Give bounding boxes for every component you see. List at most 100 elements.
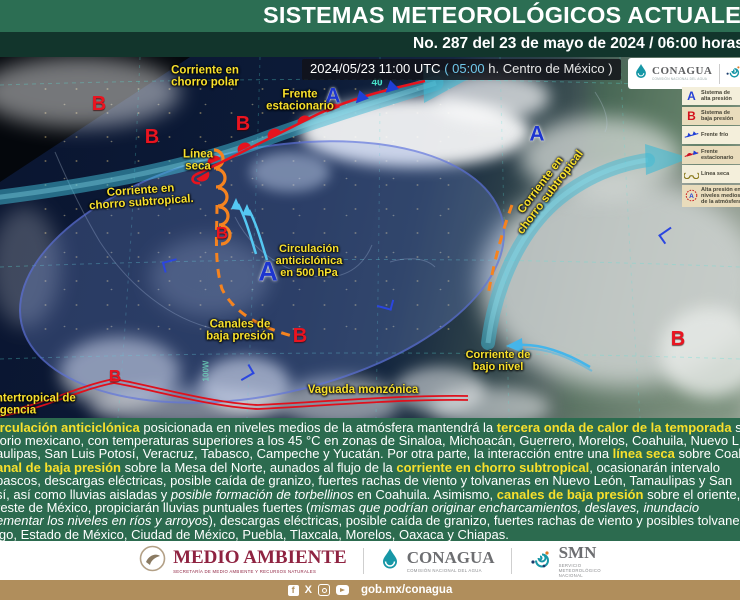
conagua-subtitle: COMISIÓN NACIONAL DEL AGUA <box>406 567 482 573</box>
itcz-label: Zona intertropical de convergencia <box>0 392 76 417</box>
cloud <box>150 237 270 317</box>
forecast-line: irculación anticiclónica posicionada en … <box>0 419 740 435</box>
low-pressure-mark: B <box>108 366 122 386</box>
instagram-icon <box>317 584 330 596</box>
cloud <box>250 152 330 192</box>
eagle-emblem-icon <box>139 545 166 577</box>
forecast-segment: sí, así como lluvias aisladas y <box>0 486 171 502</box>
forecast-segment: aulipas, San Luis Potosí, Veracruz, Taba… <box>0 446 613 462</box>
facebook-icon: f <box>287 584 299 596</box>
timestamp-segment: h. Centro de México ) <box>484 61 613 76</box>
legend-row: Línea seca <box>682 165 740 183</box>
forecast-segment: anal de baja presión <box>0 459 121 475</box>
forecast-segment: mismas que podrían originar encharcamien… <box>310 499 700 515</box>
cloud <box>90 387 290 418</box>
cloud <box>200 357 290 412</box>
smn-logo: SMN SERVICIO METEOROLÓGICO NACIONAL <box>528 544 601 578</box>
legend-label: Sistema de alta presión <box>701 90 732 102</box>
forecast-segment: pascos, descargas eléctricas, posible ca… <box>0 473 733 489</box>
conagua-title: CONAGUA <box>406 547 495 567</box>
polar-jet-label: Corriente en chorro polar <box>171 64 239 89</box>
medio-ambiente-title: MEDIO AMBIENTE <box>173 546 347 568</box>
forecast-segment: ), descargas eléctricas, posible caída d… <box>208 513 740 529</box>
legend-row: Frente estacionario <box>682 145 740 164</box>
synoptic-symbols <box>0 65 690 418</box>
cloud <box>660 307 740 397</box>
legend-label: Alta presión en niveles medios de la atm… <box>701 186 740 205</box>
map-legend: A Sistema de alta presión B Sistema de baja… <box>682 87 740 207</box>
forecast-segment: , ocasionarán intervalo <box>589 459 721 475</box>
low-pressure-mark: B <box>670 328 686 350</box>
low-pressure-mark: B <box>235 113 251 135</box>
low-pressure-letter: B <box>687 108 696 123</box>
forecast-text: irculación anticiclónica posicionada en … <box>0 418 740 541</box>
cloud <box>430 387 550 418</box>
low-level-current-label: Corriente de bajo nivel <box>465 349 531 373</box>
forecast-line: aulipas, San Luis Potosí, Veracruz, Taba… <box>0 447 740 460</box>
forecast-segment: posible formación de torbellinos <box>170 486 354 502</box>
graticule-layer <box>0 57 740 418</box>
jet-arrowhead <box>645 144 690 175</box>
medio-ambiente-logo: MEDIO AMBIENTE SECRETARÍA DE MEDIO AMBIE… <box>139 545 347 577</box>
title-bar: SISTEMAS METEOROLÓGICOS ACTUALES <box>0 0 740 32</box>
forecast-segment: sobre el oriente, ce <box>647 486 740 502</box>
watermark-subtitle: COMISIÓN NACIONAL DEL AGUA <box>652 77 708 81</box>
anticyclone-label: Circulación anticiclónica en 500 hPa <box>275 243 343 279</box>
forecast-segment: posicionada en niveles medios de la atmó… <box>139 419 497 435</box>
medio-ambiente-subtitle: SECRETARÍA DE MEDIO AMBIENTE Y RECURSOS … <box>173 568 317 574</box>
legend-label: Sistema de baja presión <box>701 109 734 122</box>
smn-title: SMN <box>558 542 597 562</box>
watermark-divider <box>719 63 721 84</box>
graticule-label: 40 <box>371 77 383 89</box>
legend-label: Línea seca <box>701 171 730 177</box>
conagua-watermark: CONAGUA COMISIÓN NACIONAL DEL AGUA <box>628 58 740 89</box>
subtropical-jet-band <box>481 144 690 350</box>
x-icon: X <box>304 584 312 596</box>
conagua-drop-icon <box>634 63 648 84</box>
high-pressure-mark: A <box>325 84 341 108</box>
forecast-segment: ementar los niveles en ríos y arroyos <box>0 513 209 529</box>
high-pressure-mark: A <box>258 256 278 287</box>
forecast-line: sí, así como lluvias aisladas y posible … <box>0 486 740 502</box>
institutional-footer: MEDIO AMBIENTE SECRETARÍA DE MEDIO AMBIE… <box>0 541 740 580</box>
forecast-segment: reste de México, propiciarán lluvias pun… <box>0 499 311 515</box>
forecast-segment: sobre Coahu <box>678 446 740 462</box>
low-pressure-channels-label: Canales de baja presión <box>206 318 274 343</box>
low-level-current-arrow <box>506 338 593 372</box>
forecast-segment: s <box>735 419 740 435</box>
legend-row: A Alta presión en niveles medios de la at… <box>682 184 740 207</box>
high-pressure-letter: A <box>687 89 696 103</box>
forecast-segment: en Coahuila. Asimismo, <box>353 486 497 502</box>
gov-url: gob.mx/conagua <box>360 584 453 596</box>
high-pressure-mark: A <box>529 122 545 146</box>
timestamp-segment: ( 05:00 <box>444 61 485 76</box>
forecast-line: pascos, descargas eléctricas, posible ca… <box>0 474 740 487</box>
low-pressure-mark: B <box>215 223 229 243</box>
cloud <box>0 57 180 127</box>
conagua-logo: CONAGUA COMISIÓN NACIONAL DEL AGUA <box>380 547 495 575</box>
monsoon-trough-label: Vaguada monzónica <box>307 383 419 396</box>
smn-spiral-icon <box>724 62 740 85</box>
issue-number: No. 287 del 23 de mayo de 2024 / 06:00 h… <box>413 35 740 52</box>
dry-line-icon <box>684 170 699 179</box>
cold-front-icon <box>684 130 699 140</box>
forecast-line: torio mexicano, con temperaturas superio… <box>0 434 740 447</box>
legend-label: Frente frío <box>701 132 729 138</box>
page-title: SISTEMAS METEOROLÓGICOS ACTUALES <box>263 2 740 28</box>
forecast-segment: torio mexicano, con temperaturas superio… <box>0 432 739 448</box>
issue-bar: No. 287 del 23 de mayo de 2024 / 06:00 h… <box>0 32 740 57</box>
forecast-line: ementar los niveles en ríos y arroyos), … <box>0 514 740 527</box>
low-pressure-channels <box>214 204 514 339</box>
cloud <box>60 337 180 407</box>
low-pressure-mark: B <box>91 93 107 115</box>
watermark-title: CONAGUA <box>652 65 713 77</box>
forecast-segment: línea seca <box>612 446 675 462</box>
legend-row: Frente frío <box>682 126 740 144</box>
forecast-segment: canales de baja presión <box>496 486 644 502</box>
forecast-segment: irculación anticiclónica <box>0 419 140 435</box>
conagua-drop-icon <box>380 547 400 575</box>
legend-row: B Sistema de baja presión <box>682 106 740 125</box>
forecast-line: anal de baja presión sobre la Mesa del N… <box>0 461 740 474</box>
